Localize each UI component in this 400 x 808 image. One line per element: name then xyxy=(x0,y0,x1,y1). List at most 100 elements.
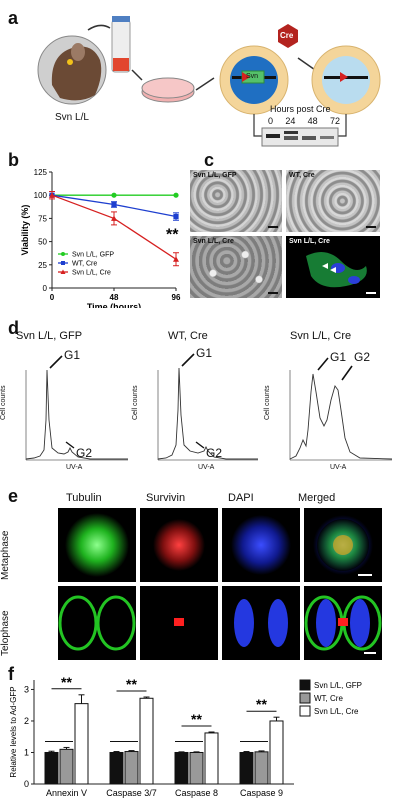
bar xyxy=(174,751,189,785)
legend-swatch xyxy=(299,705,311,717)
histogram-xlabel: UV-A xyxy=(198,464,215,471)
column-label: Tubulin xyxy=(66,492,102,504)
data-point xyxy=(111,215,117,221)
bar xyxy=(59,748,74,785)
western-blot xyxy=(261,127,339,147)
column-label: Survivin xyxy=(146,492,186,504)
micrograph-label: Svn L/L, GFP xyxy=(193,172,237,179)
category-label: Annexin V xyxy=(46,788,87,798)
y-tick-label: 50 xyxy=(38,238,47,247)
y-tick-label: 2 xyxy=(24,716,29,726)
legend-label: WT, Cre xyxy=(72,261,97,268)
x-tick-label: 48 xyxy=(110,293,119,302)
panel-letter-a: a xyxy=(8,8,19,28)
legend-marker xyxy=(61,252,65,256)
significance-label: ** xyxy=(61,674,72,690)
bar xyxy=(44,751,59,785)
data-point xyxy=(173,256,179,262)
significance-label: ** xyxy=(126,676,137,692)
arrow-icon xyxy=(87,24,111,31)
telophase-dapi xyxy=(222,586,300,660)
histogram-title: WT, Cre xyxy=(168,330,208,342)
histogram-gfp xyxy=(25,355,128,461)
data-point xyxy=(173,192,179,198)
significance-label: ** xyxy=(191,711,202,727)
category-label: Caspase 9 xyxy=(240,788,283,798)
y-tick-label: 125 xyxy=(34,168,48,177)
panel-letter-c: c xyxy=(204,150,215,170)
nucleus-icon xyxy=(322,56,370,104)
category-label: Caspase 3/7 xyxy=(106,788,157,798)
bar xyxy=(239,751,254,785)
cell-cycle-histograms xyxy=(25,353,393,461)
bar xyxy=(189,751,204,785)
y-axis-label: Viability (%) xyxy=(20,205,30,256)
g1-label: G1 xyxy=(330,350,347,364)
panel-letter-b: b xyxy=(8,150,19,170)
legend-marker xyxy=(60,269,66,274)
data-point xyxy=(173,213,179,220)
legend-label: Svn L/L, GFP xyxy=(314,681,362,690)
histogram-ylabel: Cell counts xyxy=(132,385,139,420)
legend-label: Svn L/L, Cre xyxy=(314,707,359,716)
y-tick-label: 25 xyxy=(38,261,47,270)
histogram-title: Svn L/L, Cre xyxy=(290,330,352,342)
row-label: Metaphase xyxy=(0,530,11,580)
significance-label: ** xyxy=(166,227,179,244)
row-label: Telophase xyxy=(0,610,11,656)
panel-letter-e: e xyxy=(8,486,19,506)
scale-bar xyxy=(358,574,372,576)
micrograph-wt-cre: WT, Cre xyxy=(286,170,380,232)
histogram-title: Svn L/L, GFP xyxy=(16,330,83,342)
legend-swatch xyxy=(299,692,311,704)
bar xyxy=(139,697,154,785)
bar xyxy=(269,720,284,785)
blot-lane-label: 72 xyxy=(329,116,340,126)
data-point xyxy=(111,192,117,198)
g2-label: G2 xyxy=(354,350,371,364)
apoptosis-bar-chart: 0 1 2 3 Relative levels to Ad-GFP ** Annexin V… xyxy=(9,674,362,798)
panel-letter-f: f xyxy=(8,664,14,684)
y-tick-label: 75 xyxy=(38,214,47,223)
blot-title: Hours post Cre xyxy=(270,104,331,114)
legend-label: Svn L/L, Cre xyxy=(72,270,111,277)
micrograph-gfp: Svn L/L, GFP xyxy=(190,170,282,232)
column-label: Merged xyxy=(298,492,336,504)
legend-label: WT, Cre xyxy=(314,694,343,703)
y-tick-label: 0 xyxy=(43,284,48,293)
category-label: Caspase 8 xyxy=(175,788,218,798)
legend-marker xyxy=(61,261,65,265)
blot-lane-label: 48 xyxy=(307,116,318,126)
g2-label: G2 xyxy=(76,446,93,460)
mouse-label: Svn L/L xyxy=(55,112,89,123)
blot-lane-label: 24 xyxy=(285,116,296,126)
scale-bar xyxy=(366,292,376,294)
micrograph-label: Svn L/L, Cre xyxy=(193,238,234,245)
histogram-ylabel: Cell counts xyxy=(0,385,7,420)
g1-label: G1 xyxy=(64,348,81,362)
micrograph-fluorescence: Svn L/L, Cre xyxy=(286,236,380,298)
legend-swatch xyxy=(299,679,311,691)
histogram-line xyxy=(25,369,128,460)
bar xyxy=(74,703,89,785)
y-tick-label: 0 xyxy=(24,779,29,789)
histogram-svn-cre xyxy=(289,357,393,461)
cre-label: Cre xyxy=(280,31,294,40)
blot-lane-label: 0 xyxy=(268,116,274,126)
arrowhead-icon xyxy=(330,267,336,273)
scale-bar xyxy=(364,652,376,654)
arrow-icon xyxy=(195,77,215,91)
immunofluorescence-grid xyxy=(58,508,382,660)
svn-label: Svn xyxy=(246,73,259,80)
arrowhead-icon xyxy=(322,263,328,269)
bar xyxy=(204,732,219,785)
histogram-xlabel: UV-A xyxy=(66,464,83,471)
x-tick-label: 0 xyxy=(50,293,55,302)
arrow-icon xyxy=(131,69,143,81)
y-tick-label: 3 xyxy=(24,684,29,694)
panel-letter-d: d xyxy=(8,318,19,338)
viability-chart: 0 25 50 75 100 125 0 48 96 Viability (%) Time (hou… xyxy=(20,168,181,308)
scale-bar xyxy=(366,226,376,228)
micrograph-label: Svn L/L, Cre xyxy=(289,238,330,245)
cre-icon xyxy=(278,24,298,48)
